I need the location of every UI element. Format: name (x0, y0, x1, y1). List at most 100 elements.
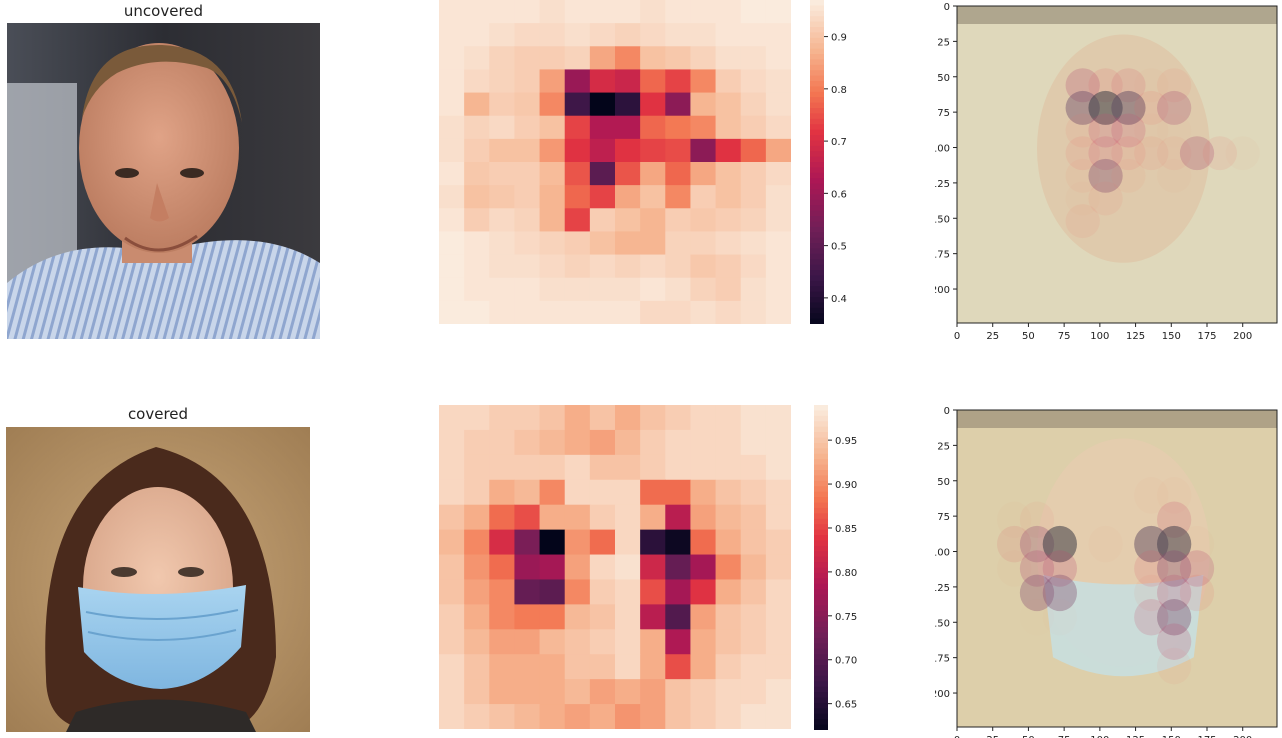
heatmap-cell (514, 162, 541, 186)
y-tick-label: 150 (935, 214, 950, 225)
heatmap-cell (690, 277, 717, 302)
colorbar-segment (810, 140, 824, 147)
x-tick-label: 150 (1162, 331, 1181, 342)
heatmap-cell (589, 704, 616, 729)
colorbar-segment (810, 189, 824, 195)
heatmap-cell (464, 231, 490, 256)
overlay-heat-spot (1157, 574, 1192, 612)
heatmap-cell (740, 231, 767, 256)
overlay-face (1037, 34, 1210, 263)
heatmap-cell (715, 231, 742, 256)
y-tick-label: 50 (937, 73, 950, 84)
colorbar-segment (810, 156, 824, 163)
overlay-heat-spot (997, 525, 1032, 563)
heatmap-cell (514, 454, 541, 481)
heatmap-cell (640, 679, 666, 705)
overlay-heat-spot (1088, 158, 1123, 193)
overlay-heat-spot (1042, 550, 1077, 587)
heatmap-cell (539, 654, 566, 680)
heatmap-cell (615, 92, 641, 117)
colorbar-segment (810, 0, 824, 6)
heatmap-cell (640, 0, 666, 24)
colorbar-segment (814, 713, 828, 720)
colorbar-segment (810, 313, 824, 320)
colorbar-segment (814, 410, 828, 417)
uncovered-overlay-plot: 0 0 25 25 50 50 75 75 100 100 125 125 150 150 175 175 20… (935, 2, 1278, 342)
heatmap-cell (464, 23, 490, 47)
heatmap-cell (564, 277, 591, 302)
heatmap-cell (439, 115, 465, 140)
heatmap-cell (539, 115, 566, 140)
heatmap-cell (439, 46, 465, 70)
colorbar-segment (810, 307, 824, 314)
colorbar-segment (814, 692, 828, 699)
uncovered-colorbar: 0.9 0.8 0.7 0.6 0.5 0.4 (810, 0, 847, 324)
heatmap-cell (690, 0, 717, 24)
x-tick-label: 25 (986, 331, 999, 342)
heatmap-cell (464, 529, 490, 556)
heatmap-cell (539, 554, 566, 580)
overlay-heat-spot (1088, 181, 1123, 216)
heatmap-cell (489, 115, 515, 140)
heatmap-cell (615, 579, 641, 605)
overlay-heat-spot (1225, 136, 1260, 171)
heatmap-cell (715, 46, 742, 70)
heatmap-cell (740, 679, 767, 705)
heatmap-cell (715, 529, 742, 556)
colorbar-segment (810, 302, 824, 309)
y-tick-label: 125 (935, 179, 950, 190)
heatmap-cell (439, 138, 465, 163)
heatmap-cell (439, 454, 465, 481)
colorbar-segment (814, 648, 828, 655)
overlay-heat-spot (1065, 181, 1100, 216)
heatmap-cell (690, 604, 717, 630)
heatmap-cell (539, 704, 566, 729)
y-tick-label: 25 (937, 37, 950, 48)
colorbar-segment (810, 135, 824, 141)
colorbar-segment (814, 627, 828, 634)
colorbar-segment (810, 178, 824, 185)
heatmap-cell (489, 554, 515, 580)
overlay-heat-spot (1065, 204, 1100, 239)
colorbar-segment (814, 654, 828, 661)
covered-attention-heatmap (439, 405, 791, 729)
heatmap-cell (665, 504, 691, 531)
heatmap-cell (740, 429, 767, 456)
x-tick-label: 25 (986, 735, 999, 738)
overlay-heat-spot (1065, 68, 1100, 103)
heatmap-cell (715, 604, 742, 630)
heatmap-cell (464, 0, 490, 24)
heatmap-cell (564, 162, 591, 186)
heatmap-cell (740, 300, 767, 324)
colorbar-tick-label: 0.4 (831, 294, 847, 305)
heatmap-cell (690, 46, 717, 70)
heatmap-cell (640, 579, 666, 605)
heatmap-cell (489, 429, 515, 456)
heatmap-cell (615, 185, 641, 209)
heatmap-cell (665, 579, 691, 605)
colorbar-segment (810, 226, 824, 233)
colorbar-segment (814, 724, 828, 730)
colorbar-segment (814, 719, 828, 726)
colorbar-segment (814, 583, 828, 590)
x-tick-label: 100 (1090, 735, 1109, 738)
heatmap-cell (514, 554, 541, 580)
heatmap-cell (464, 704, 490, 729)
heatmap-cell (665, 92, 691, 117)
heatmap-cell (715, 185, 742, 209)
heatmap-cell (740, 654, 767, 680)
heatmap-cell (589, 46, 616, 70)
heatmap-cell (665, 679, 691, 705)
heatmap-cell (615, 231, 641, 256)
heatmap-cell (589, 115, 616, 140)
heatmap-cell (439, 554, 465, 580)
heatmap-cell (740, 162, 767, 186)
heatmap-cell (489, 277, 515, 302)
colorbar-segment (814, 665, 828, 672)
heatmap-cell (765, 115, 791, 140)
heatmap-cell (514, 231, 541, 256)
heatmap-cell (489, 231, 515, 256)
heatmap-cell (539, 185, 566, 209)
heatmap-cell (765, 579, 791, 605)
colorbar-segment (810, 37, 824, 44)
